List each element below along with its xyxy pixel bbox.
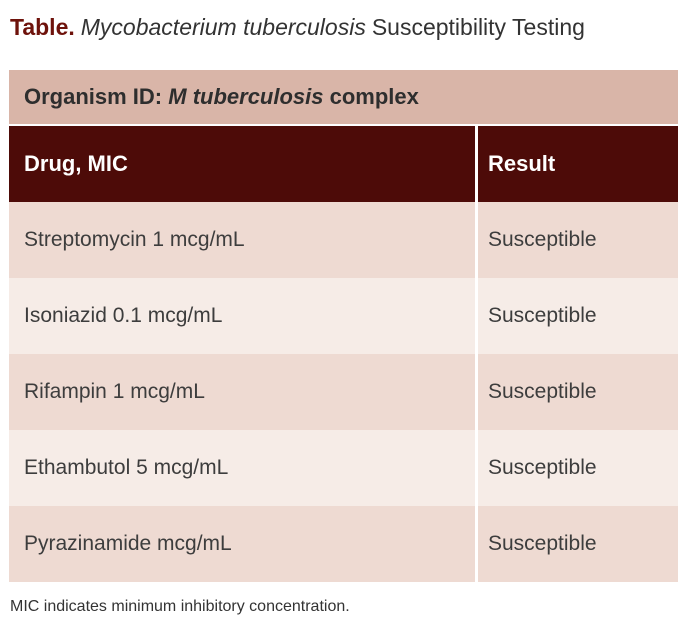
table-row: Rifampin 1 mcg/mL Susceptible [9, 354, 678, 430]
table-row: Pyrazinamide mcg/mL Susceptible [9, 506, 678, 582]
page-title: Table. Mycobacterium tuberculosis Suscepti… [10, 12, 678, 42]
susceptibility-table: Organism ID: M tuberculosis complex Drug… [9, 70, 678, 582]
drug-cell: Rifampin 1 mcg/mL [9, 354, 478, 430]
drug-cell: Streptomycin 1 mcg/mL [9, 202, 478, 278]
organism-id-prefix: Organism ID: [24, 84, 169, 109]
table-footnote: MIC indicates minimum inhibitory concent… [10, 598, 350, 615]
title-organism-name: Mycobacterium tuberculosis [80, 14, 366, 40]
column-header-drug-mic: Drug, MIC [9, 126, 478, 202]
table-row: Streptomycin 1 mcg/mL Susceptible [9, 202, 678, 278]
organism-id-name: M tuberculosis [168, 84, 324, 109]
table-row: Ethambutol 5 mcg/mL Susceptible [9, 430, 678, 506]
drug-cell: Ethambutol 5 mcg/mL [9, 430, 478, 506]
result-cell: Susceptible [488, 304, 597, 327]
drug-cell: Pyrazinamide mcg/mL [9, 506, 478, 582]
column-header-result: Result [488, 151, 556, 176]
result-cell: Susceptible [488, 456, 597, 479]
result-cell: Susceptible [488, 228, 597, 251]
result-cell: Susceptible [488, 380, 597, 403]
drug-cell: Isoniazid 0.1 mcg/mL [9, 278, 478, 354]
organism-id-suffix: complex [323, 84, 419, 109]
title-rest: Susceptibility Testing [371, 14, 585, 40]
organism-id-header-row: Organism ID: M tuberculosis complex [9, 70, 678, 126]
result-cell: Susceptible [488, 532, 597, 555]
table-row: Isoniazid 0.1 mcg/mL Susceptible [9, 278, 678, 354]
column-header-row: Drug, MIC Result [9, 126, 678, 202]
table-label: Table. [10, 14, 75, 40]
